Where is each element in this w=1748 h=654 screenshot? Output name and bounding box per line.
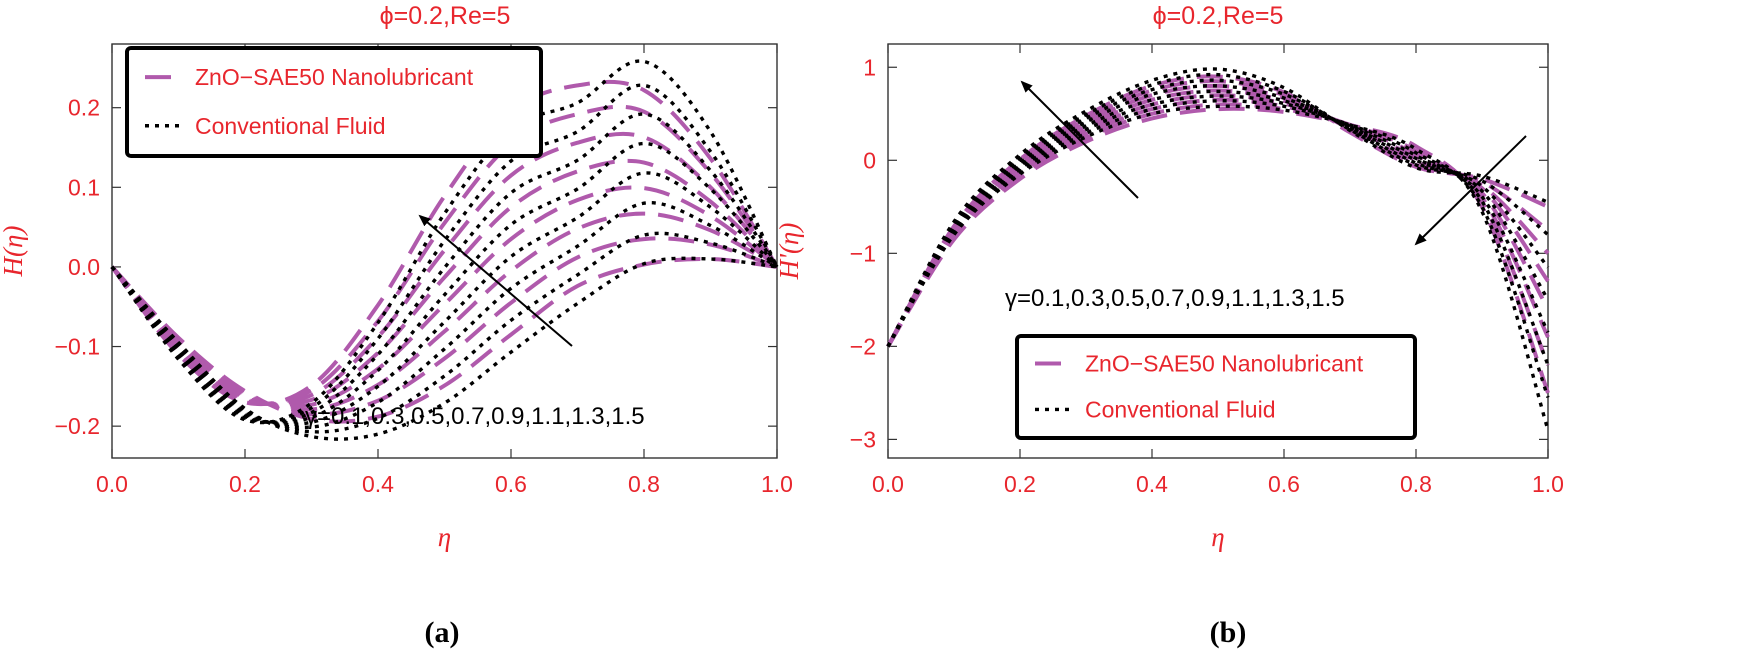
panel-caption: (b) bbox=[1210, 616, 1247, 649]
legend-label-conventional: Conventional Fluid bbox=[195, 113, 386, 139]
x-tick-label: 1.0 bbox=[1532, 471, 1564, 497]
conventional-line-gamma-0.5 bbox=[886, 94, 1550, 366]
legend-box bbox=[125, 46, 543, 158]
x-tick-label: 0.8 bbox=[628, 471, 660, 497]
y-tick-label: 0.0 bbox=[68, 254, 100, 280]
nano-line-gamma-0.7 bbox=[110, 185, 779, 409]
nano-line-gamma-0.5 bbox=[110, 211, 778, 412]
gamma-annotation: γ=0.1,0.3,0.5,0.7,0.9,1.1,1.3,1.5 bbox=[1005, 285, 1345, 312]
y-axis-label: H(η) bbox=[0, 226, 28, 278]
legend-label-conventional: Conventional Fluid bbox=[1085, 396, 1276, 422]
x-tick-label: 0.4 bbox=[362, 471, 394, 497]
chart-title: ϕ=0.2,Re=5 bbox=[1153, 2, 1284, 30]
y-tick-label: −3 bbox=[850, 426, 876, 452]
conventional-line-gamma-0.1 bbox=[110, 256, 778, 441]
y-tick-label: 0.2 bbox=[68, 95, 100, 121]
conventional-line-gamma-1.1 bbox=[110, 112, 779, 425]
conventional-line-gamma-0.7 bbox=[110, 171, 779, 427]
y-tick-label: 0.1 bbox=[68, 174, 100, 200]
gamma-arrow bbox=[418, 214, 573, 347]
nano-line-gamma-1.5 bbox=[110, 79, 779, 407]
x-axis-label: η bbox=[438, 522, 451, 552]
y-tick-label: 0 bbox=[863, 147, 876, 173]
gamma-arrow bbox=[1020, 80, 1139, 199]
x-tick-label: 0.0 bbox=[872, 471, 904, 497]
legend-label-nano: ZnO−SAE50 Nanolubricant bbox=[195, 64, 474, 90]
conventional-line-gamma-1.5 bbox=[110, 59, 779, 425]
conventional-line-gamma-0.1 bbox=[886, 104, 1550, 431]
conventional-line-gamma-0.5 bbox=[110, 201, 778, 430]
y-tick-label: −0.2 bbox=[55, 413, 100, 439]
y-tick-label: −0.1 bbox=[55, 334, 100, 360]
y-tick-label: −2 bbox=[850, 333, 876, 359]
y-tick-label: −1 bbox=[850, 240, 876, 266]
x-tick-label: 0.2 bbox=[229, 471, 261, 497]
conventional-line-gamma-0.3 bbox=[886, 99, 1550, 399]
chart-panel-a: 0.0 0.2 0.4 0.6 0.8 1.0 0.2 0.1 0.0 −0.1 −0.2 γ=0.1… bbox=[0, 2, 793, 649]
conventional-line-gamma-0.9 bbox=[110, 141, 779, 425]
x-tick-label: 0.6 bbox=[1268, 471, 1300, 497]
nano-line-gamma-0.1 bbox=[110, 256, 778, 424]
nano-line-gamma-0.9 bbox=[110, 158, 779, 407]
x-tick-label: 0.6 bbox=[495, 471, 527, 497]
conventional-line-gamma-1.5 bbox=[886, 67, 1549, 348]
y-axis-label: H'(η) bbox=[774, 223, 804, 281]
nano-line-gamma-0.3 bbox=[886, 102, 1550, 366]
x-tick-label: 0.2 bbox=[1004, 471, 1036, 497]
conventional-line-gamma-0.3 bbox=[110, 231, 778, 434]
x-tick-label: 0.0 bbox=[96, 471, 128, 497]
chart-panel-b: 0.0 0.2 0.4 0.6 0.8 1.0 1 0 −1 −2 −3 γ=0.1,0.3,0.5,… bbox=[774, 2, 1564, 649]
nano-line-gamma-0.3 bbox=[110, 236, 778, 417]
panel-caption: (a) bbox=[425, 616, 460, 649]
x-tick-label: 0.8 bbox=[1400, 471, 1432, 497]
plot-frame bbox=[111, 43, 778, 459]
gamma-arrow-2 bbox=[1414, 135, 1527, 246]
conventional-line-gamma-0.7 bbox=[886, 89, 1550, 348]
legend-box bbox=[1015, 334, 1417, 440]
x-tick-label: 0.4 bbox=[1136, 471, 1168, 497]
y-tick-label: 1 bbox=[863, 54, 876, 80]
x-tick-label: 1.0 bbox=[761, 471, 793, 497]
legend-label-nano: ZnO−SAE50 Nanolubricant bbox=[1085, 351, 1364, 377]
nano-line-gamma-1.1 bbox=[110, 131, 779, 406]
chart-title: ϕ=0.2,Re=5 bbox=[380, 2, 511, 30]
x-axis-label: η bbox=[1211, 522, 1224, 552]
gamma-annotation: γ=0.1,0.3,0.5,0.7,0.9,1.1,1.3,1.5 bbox=[305, 403, 645, 430]
